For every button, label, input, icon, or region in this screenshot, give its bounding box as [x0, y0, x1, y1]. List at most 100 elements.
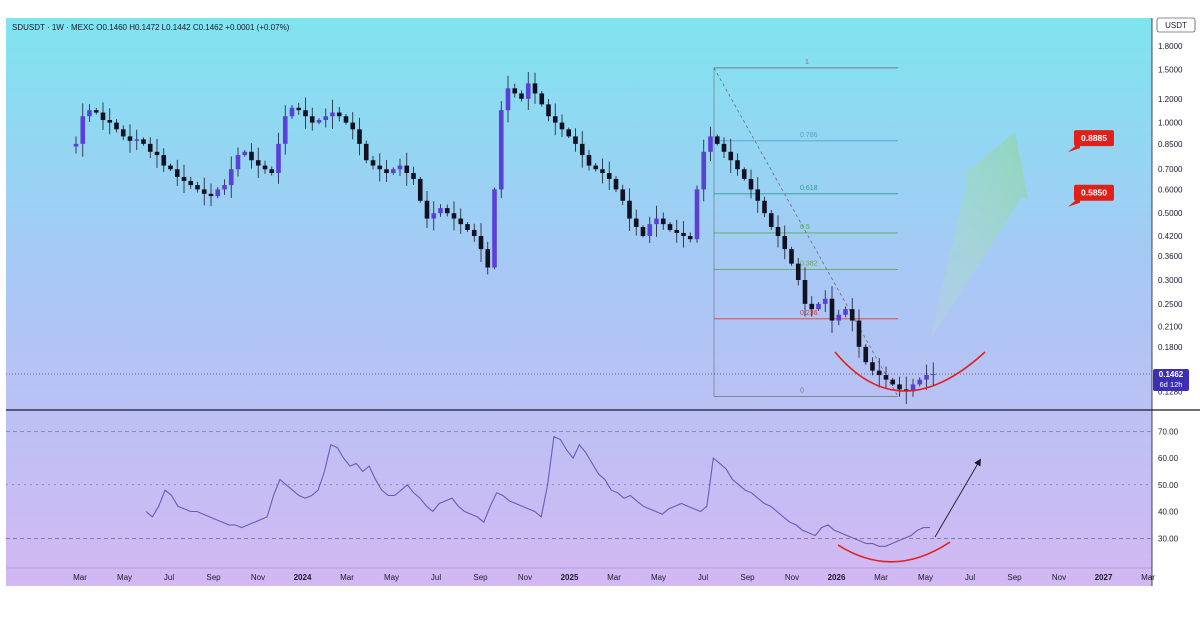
bullish-projection-arrow[interactable] — [930, 132, 1028, 340]
candle — [235, 147, 241, 177]
candle — [262, 160, 268, 174]
candle — [876, 358, 882, 388]
rsi-pane — [6, 431, 1152, 547]
candle — [350, 112, 356, 140]
candle — [303, 97, 308, 129]
candle — [188, 176, 194, 189]
candle — [573, 128, 578, 152]
candle — [802, 267, 808, 317]
candle — [654, 205, 659, 237]
rsi-tick-label: 60.00 — [1158, 454, 1179, 463]
time-tick-label: 2025 — [561, 573, 579, 582]
price-tick-label: 0.1800 — [1158, 343, 1183, 352]
candle — [728, 138, 734, 174]
candle — [924, 364, 929, 390]
fib-retracement[interactable]: 1 0.786 0.618 0.5 0.382 0.236 0 — [713, 59, 899, 398]
time-tick-label: Nov — [251, 573, 265, 582]
candle — [816, 302, 821, 311]
price-tick-label: 0.6000 — [1158, 185, 1183, 194]
candle — [600, 158, 605, 184]
time-tick-label: Sep — [473, 573, 488, 582]
price-tick-label: 0.1280 — [1158, 387, 1183, 396]
rsi-tick-label: 30.00 — [1158, 534, 1179, 543]
candle — [174, 159, 180, 187]
rsi-up-arrow[interactable] — [934, 458, 981, 538]
drawings[interactable] — [834, 132, 1028, 563]
price-tick-label: 1.2000 — [1158, 95, 1183, 104]
candle — [255, 147, 261, 178]
candle — [215, 187, 221, 199]
fib-trend-line — [713, 67, 899, 397]
candle — [613, 175, 619, 193]
candle — [789, 246, 794, 266]
target-price-value: 0.5850 — [1081, 188, 1107, 198]
candle — [917, 377, 923, 387]
candle — [505, 75, 511, 123]
candle — [498, 101, 504, 199]
time-tick-label: Nov — [785, 573, 799, 582]
rsi-axis: 70.00 60.00 50.00 40.00 30.00 — [1158, 427, 1179, 543]
candle — [120, 125, 126, 141]
candle — [289, 105, 295, 119]
target-label: 0.8885 — [1068, 130, 1114, 153]
price-tick-label: 1.5000 — [1158, 66, 1183, 75]
candle — [532, 72, 538, 104]
time-tick-label: May — [117, 573, 132, 582]
time-tick-label: Jul — [965, 573, 975, 582]
price-tick-label: 1.8000 — [1158, 42, 1183, 51]
time-tick-label: 2026 — [828, 573, 846, 582]
candle — [836, 309, 842, 326]
price-tick-label: 0.2100 — [1158, 323, 1183, 332]
price-axis[interactable]: USDT 1.8000 1.5000 1.2000 1.0000 0.8500 0.700… — [1153, 17, 1196, 396]
rsi-rounded-bottom-curve[interactable] — [837, 541, 951, 563]
time-tick-label: May — [384, 573, 399, 582]
candle — [444, 204, 450, 217]
candle — [222, 179, 227, 195]
candle — [208, 183, 214, 207]
candle — [181, 164, 187, 194]
candle — [134, 129, 140, 151]
candle — [465, 222, 470, 232]
price-tick-label: 1.0000 — [1158, 119, 1183, 128]
time-axis[interactable]: Mar May Jul Sep Nov 2024 Mar May Jul Sep Nov 2025 Ma… — [73, 573, 1155, 582]
candle — [843, 306, 848, 318]
candle — [687, 232, 693, 243]
candle — [370, 155, 376, 170]
candle — [809, 296, 815, 317]
rsi-tick-label: 70.00 — [1158, 427, 1179, 436]
candle — [782, 225, 788, 260]
candle — [478, 223, 484, 262]
time-tick-label: Mar — [607, 573, 621, 582]
candle — [694, 185, 700, 243]
candle — [735, 153, 740, 176]
candle — [471, 223, 477, 242]
candle — [633, 209, 639, 236]
candle — [411, 166, 416, 186]
candle — [330, 99, 335, 129]
price-rounded-bottom-curve[interactable] — [834, 351, 986, 392]
candle — [404, 152, 410, 186]
candle — [242, 150, 248, 157]
candle — [377, 153, 383, 182]
candle — [168, 163, 173, 171]
fib-level-label: 0.236 — [800, 310, 818, 317]
candle — [100, 102, 106, 130]
time-tick-label: Mar — [874, 573, 888, 582]
time-tick-label: May — [918, 573, 933, 582]
symbol-ohlc-header: SDUSDT · 1W · MEXC O0.1460 H0.1472 L0.14… — [12, 23, 290, 32]
candle — [559, 114, 565, 138]
candle — [755, 177, 761, 213]
candle — [357, 117, 362, 156]
price-tick-label: 0.3600 — [1158, 252, 1183, 261]
candle — [384, 159, 389, 182]
candle — [80, 103, 86, 157]
candle — [201, 177, 207, 206]
target-labels: 0.8885 0.5850 — [1068, 130, 1114, 207]
fib-level-label: 0 — [800, 388, 804, 395]
candle — [107, 108, 113, 135]
candle — [343, 113, 349, 125]
candle — [660, 212, 666, 230]
candle — [627, 188, 632, 231]
candle — [269, 166, 275, 176]
